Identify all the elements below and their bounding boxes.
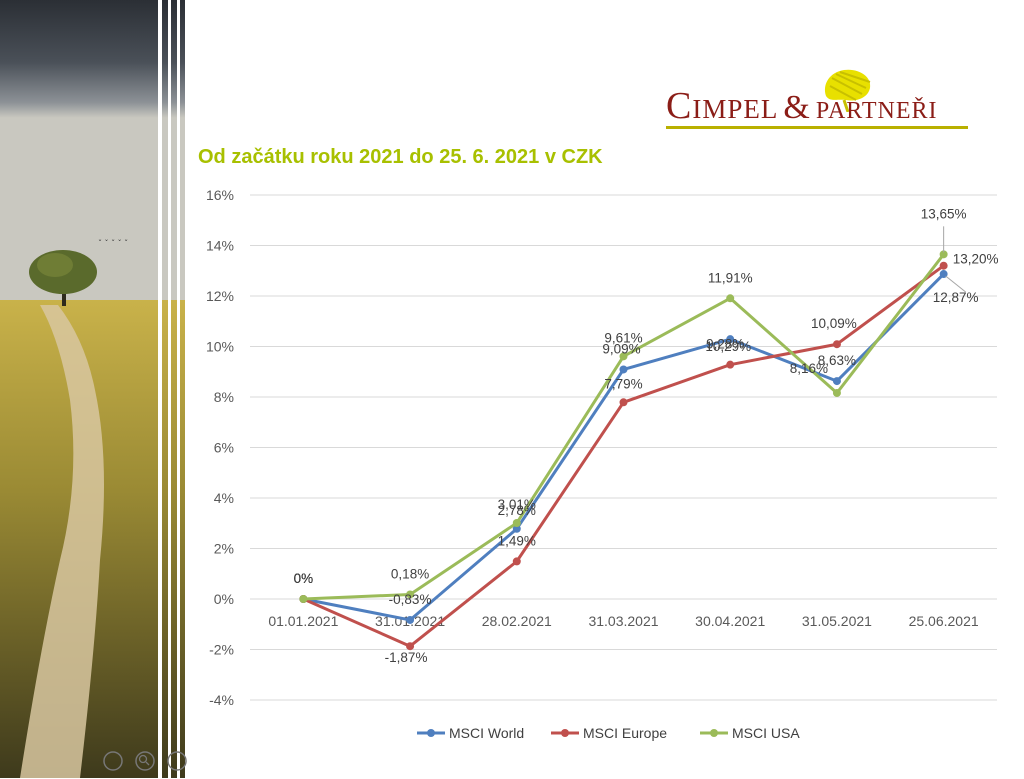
data-point: [726, 335, 735, 344]
data-label: 10,09%: [811, 316, 857, 331]
y-tick-label: 16%: [206, 187, 234, 203]
y-tick-label: 4%: [214, 490, 234, 506]
legend-label: MSCI USA: [732, 725, 800, 741]
logo-ampersand: &: [783, 89, 811, 126]
y-tick-label: 2%: [214, 541, 234, 557]
data-point: [619, 352, 628, 361]
x-tick-label: 28.02.2021: [482, 613, 552, 629]
data-point: [406, 642, 415, 651]
data-point: [406, 590, 415, 599]
data-label: 9,61%: [604, 330, 642, 345]
y-tick-label: -4%: [209, 692, 234, 708]
logo-brand-part2: partneři: [815, 98, 938, 124]
y-tick-label: 6%: [214, 440, 234, 456]
x-tick-label: 31.03.2021: [588, 613, 658, 629]
legend-marker: [427, 729, 435, 737]
legend-marker: [710, 729, 718, 737]
data-point: [726, 360, 735, 369]
leader-line: [945, 275, 966, 293]
data-point: [939, 250, 948, 259]
data-point: [299, 595, 308, 603]
logo-brand-part1: Cimpel: [666, 85, 779, 127]
decorative-side-image: ˇ ˇ ˇ ˇ ˇ: [0, 0, 185, 778]
data-label: 0%: [294, 571, 314, 586]
data-label: 3,01%: [498, 497, 536, 512]
x-tick-label: 25.06.2021: [909, 613, 979, 629]
y-tick-label: 10%: [206, 339, 234, 355]
data-point: [832, 388, 841, 397]
x-tick-label: 30.04.2021: [695, 613, 765, 629]
data-label: 8,16%: [790, 361, 828, 376]
data-point: [619, 365, 628, 374]
data-label: 7,79%: [604, 376, 642, 391]
legend-label: MSCI World: [449, 725, 524, 741]
data-label: -1,87%: [385, 650, 428, 665]
data-label: 9,28%: [706, 337, 744, 352]
svg-text:ˇ ˇ ˇ ˇ ˇ: ˇ ˇ ˇ ˇ ˇ: [98, 238, 128, 248]
data-point: [512, 518, 521, 527]
zoom-icon: [135, 751, 155, 771]
data-point: [832, 340, 841, 349]
data-point: [619, 398, 628, 407]
legend-label: MSCI Europe: [583, 725, 667, 741]
data-point: [512, 524, 521, 533]
y-tick-label: -2%: [209, 642, 234, 658]
y-tick-label: 12%: [206, 288, 234, 304]
data-label: 0%: [294, 571, 314, 586]
data-point: [939, 261, 948, 270]
data-label: 8,63%: [818, 353, 856, 368]
data-label: 10,29%: [705, 339, 751, 354]
data-label: 1,49%: [498, 533, 536, 548]
data-point: [832, 377, 841, 386]
series-line: [303, 253, 945, 601]
y-tick-label: 0%: [214, 591, 234, 607]
layout-icon: [103, 751, 123, 771]
company-logo: Cimpel & partneři: [660, 62, 980, 142]
data-label: 9,09%: [602, 341, 640, 356]
data-point: [512, 557, 521, 566]
data-label: 12,87%: [933, 290, 979, 305]
more-icon: [167, 751, 187, 771]
data-label: 11,91%: [708, 270, 753, 285]
logo-underline: [666, 126, 968, 129]
x-tick-label: 31.05.2021: [802, 613, 872, 629]
line-chart: 16% 14% 12% 10% 8% 6% 4% 2% 0% -2% -4% 01.01.2021 31…: [206, 187, 999, 741]
data-label: 13,20%: [953, 252, 999, 267]
x-tick-label: 01.01.2021: [268, 613, 338, 629]
y-tick-label: 14%: [206, 238, 234, 254]
data-label: 0%: [294, 571, 314, 586]
data-label: 2,78%: [498, 503, 536, 518]
data-point: [406, 615, 415, 624]
slide-footer-icons: [100, 748, 195, 779]
data-point: [726, 294, 735, 303]
chart-title: Od začátku roku 2021 do 25. 6. 2021 v CZ…: [198, 146, 603, 168]
data-label: 0,18%: [391, 566, 429, 581]
y-tick-label: 8%: [214, 389, 234, 405]
data-label: -0,83%: [389, 592, 432, 607]
data-label: 13,65%: [921, 206, 967, 221]
legend-marker: [561, 729, 569, 737]
